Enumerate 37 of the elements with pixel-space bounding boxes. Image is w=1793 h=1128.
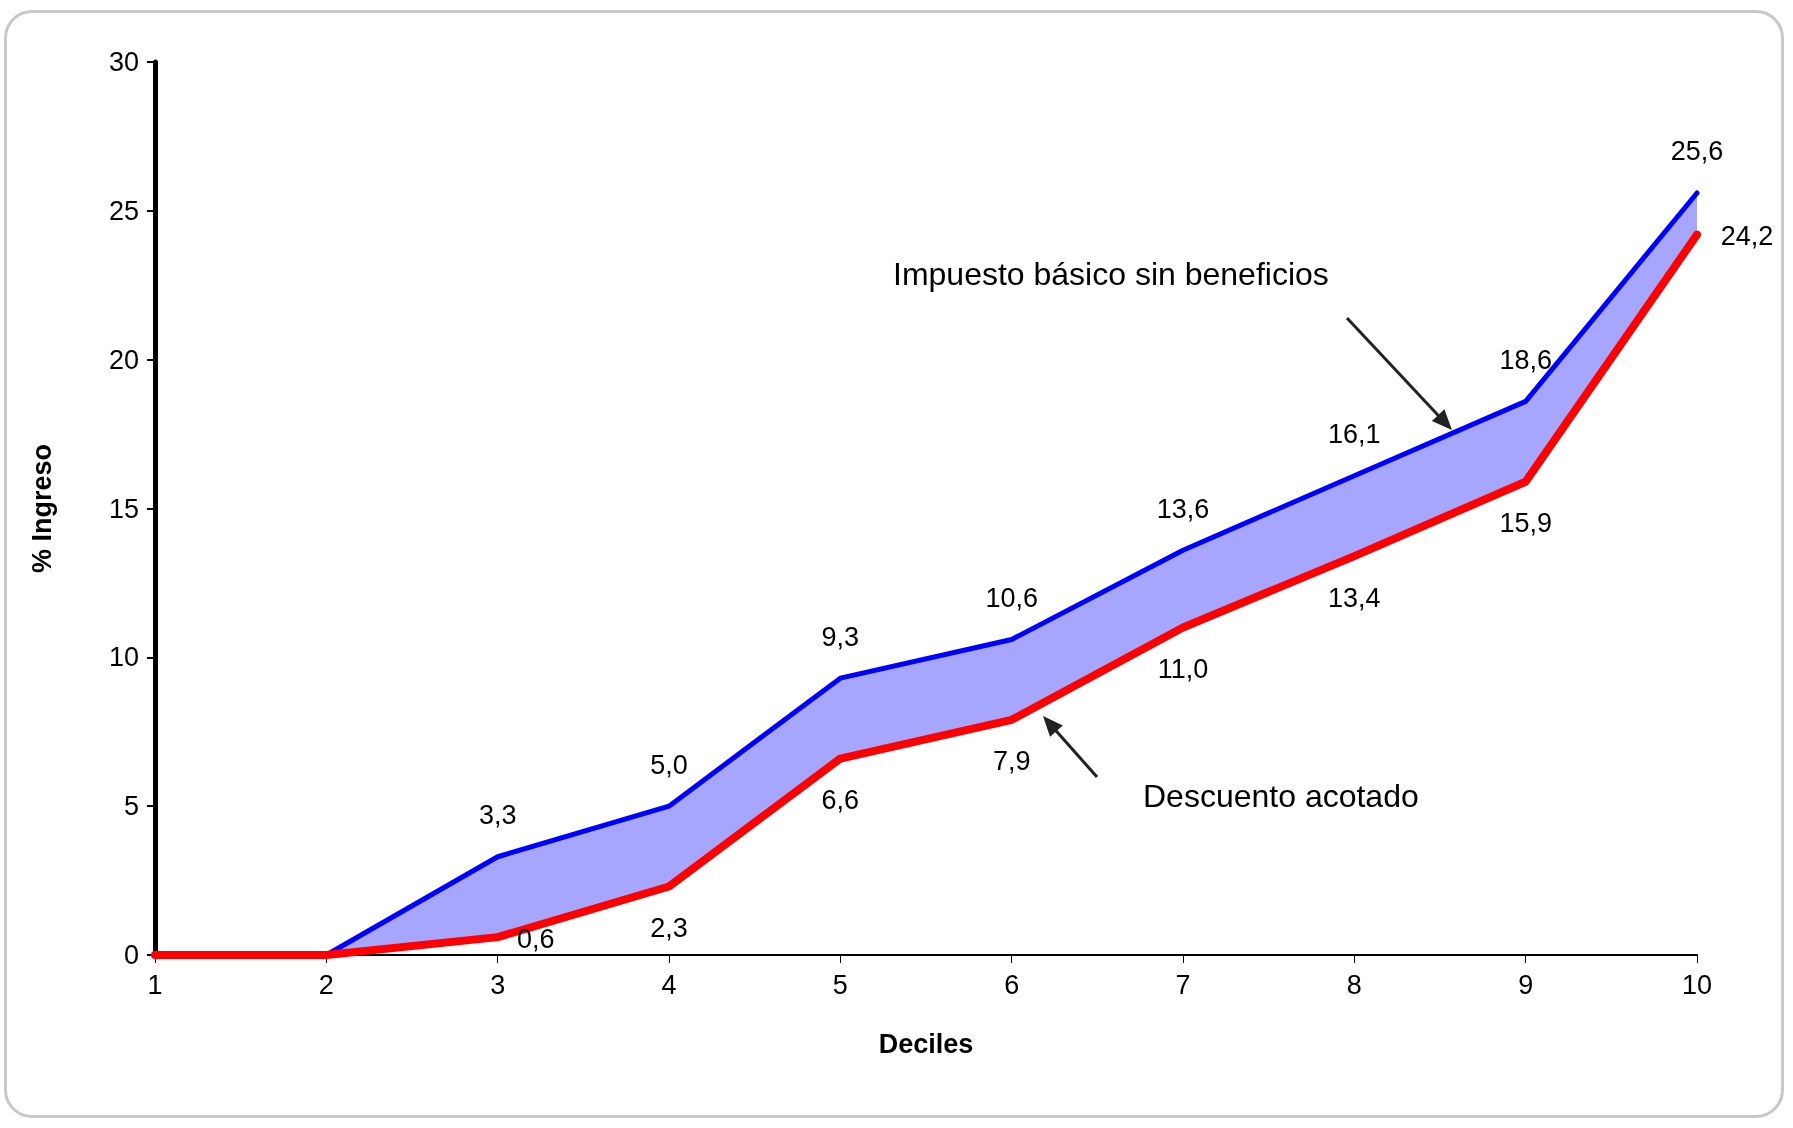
data-label: 3,3 [478,800,517,831]
data-label: 16,1 [1328,419,1381,450]
x-tick-label: 4 [661,969,677,1000]
data-label: 24,2 [1720,221,1774,252]
data-label: 5,0 [650,749,688,780]
x-tick-label: 2 [318,969,334,1000]
x-tick-label: 10 [1681,969,1713,1000]
data-label: 13,4 [1328,582,1381,613]
y-tick-label: 15 [108,493,139,524]
annotation: Descuento acotado [1143,778,1419,815]
data-label: 25,6 [1670,136,1724,167]
x-tick-label: 7 [1175,969,1191,1000]
data-label: 7,9 [992,746,1031,777]
y-tick-label: 5 [123,791,139,822]
y-tick-label: 0 [123,940,139,970]
data-label: 6,6 [821,785,860,816]
data-label: 10,6 [985,582,1038,613]
data-label: 13,6 [1156,493,1210,524]
x-tick-label: 3 [490,969,506,1000]
x-tick-label: 6 [1004,969,1020,1000]
x-tick-label: 9 [1518,969,1534,1000]
x-tick-label: 1 [147,969,163,1000]
y-tick-label: 20 [108,344,139,375]
data-label: 15,9 [1499,508,1552,539]
y-tick-label: 30 [108,47,139,77]
data-label: 0,6 [516,923,555,954]
y-tick-label: 25 [108,195,139,226]
data-label: 9,3 [821,621,860,652]
y-tick-label: 10 [108,642,139,673]
annotation: Impuesto básico sin beneficios [893,256,1329,293]
data-label: 18,6 [1499,344,1552,375]
data-label: 2,3 [650,913,688,944]
x-tick-label: 8 [1346,969,1362,1000]
x-tick-label: 5 [832,969,848,1000]
x-axis-title: Deciles [878,1028,974,1059]
y-axis-title: % Ingreso [26,443,57,574]
data-label: 11,0 [1157,654,1209,685]
